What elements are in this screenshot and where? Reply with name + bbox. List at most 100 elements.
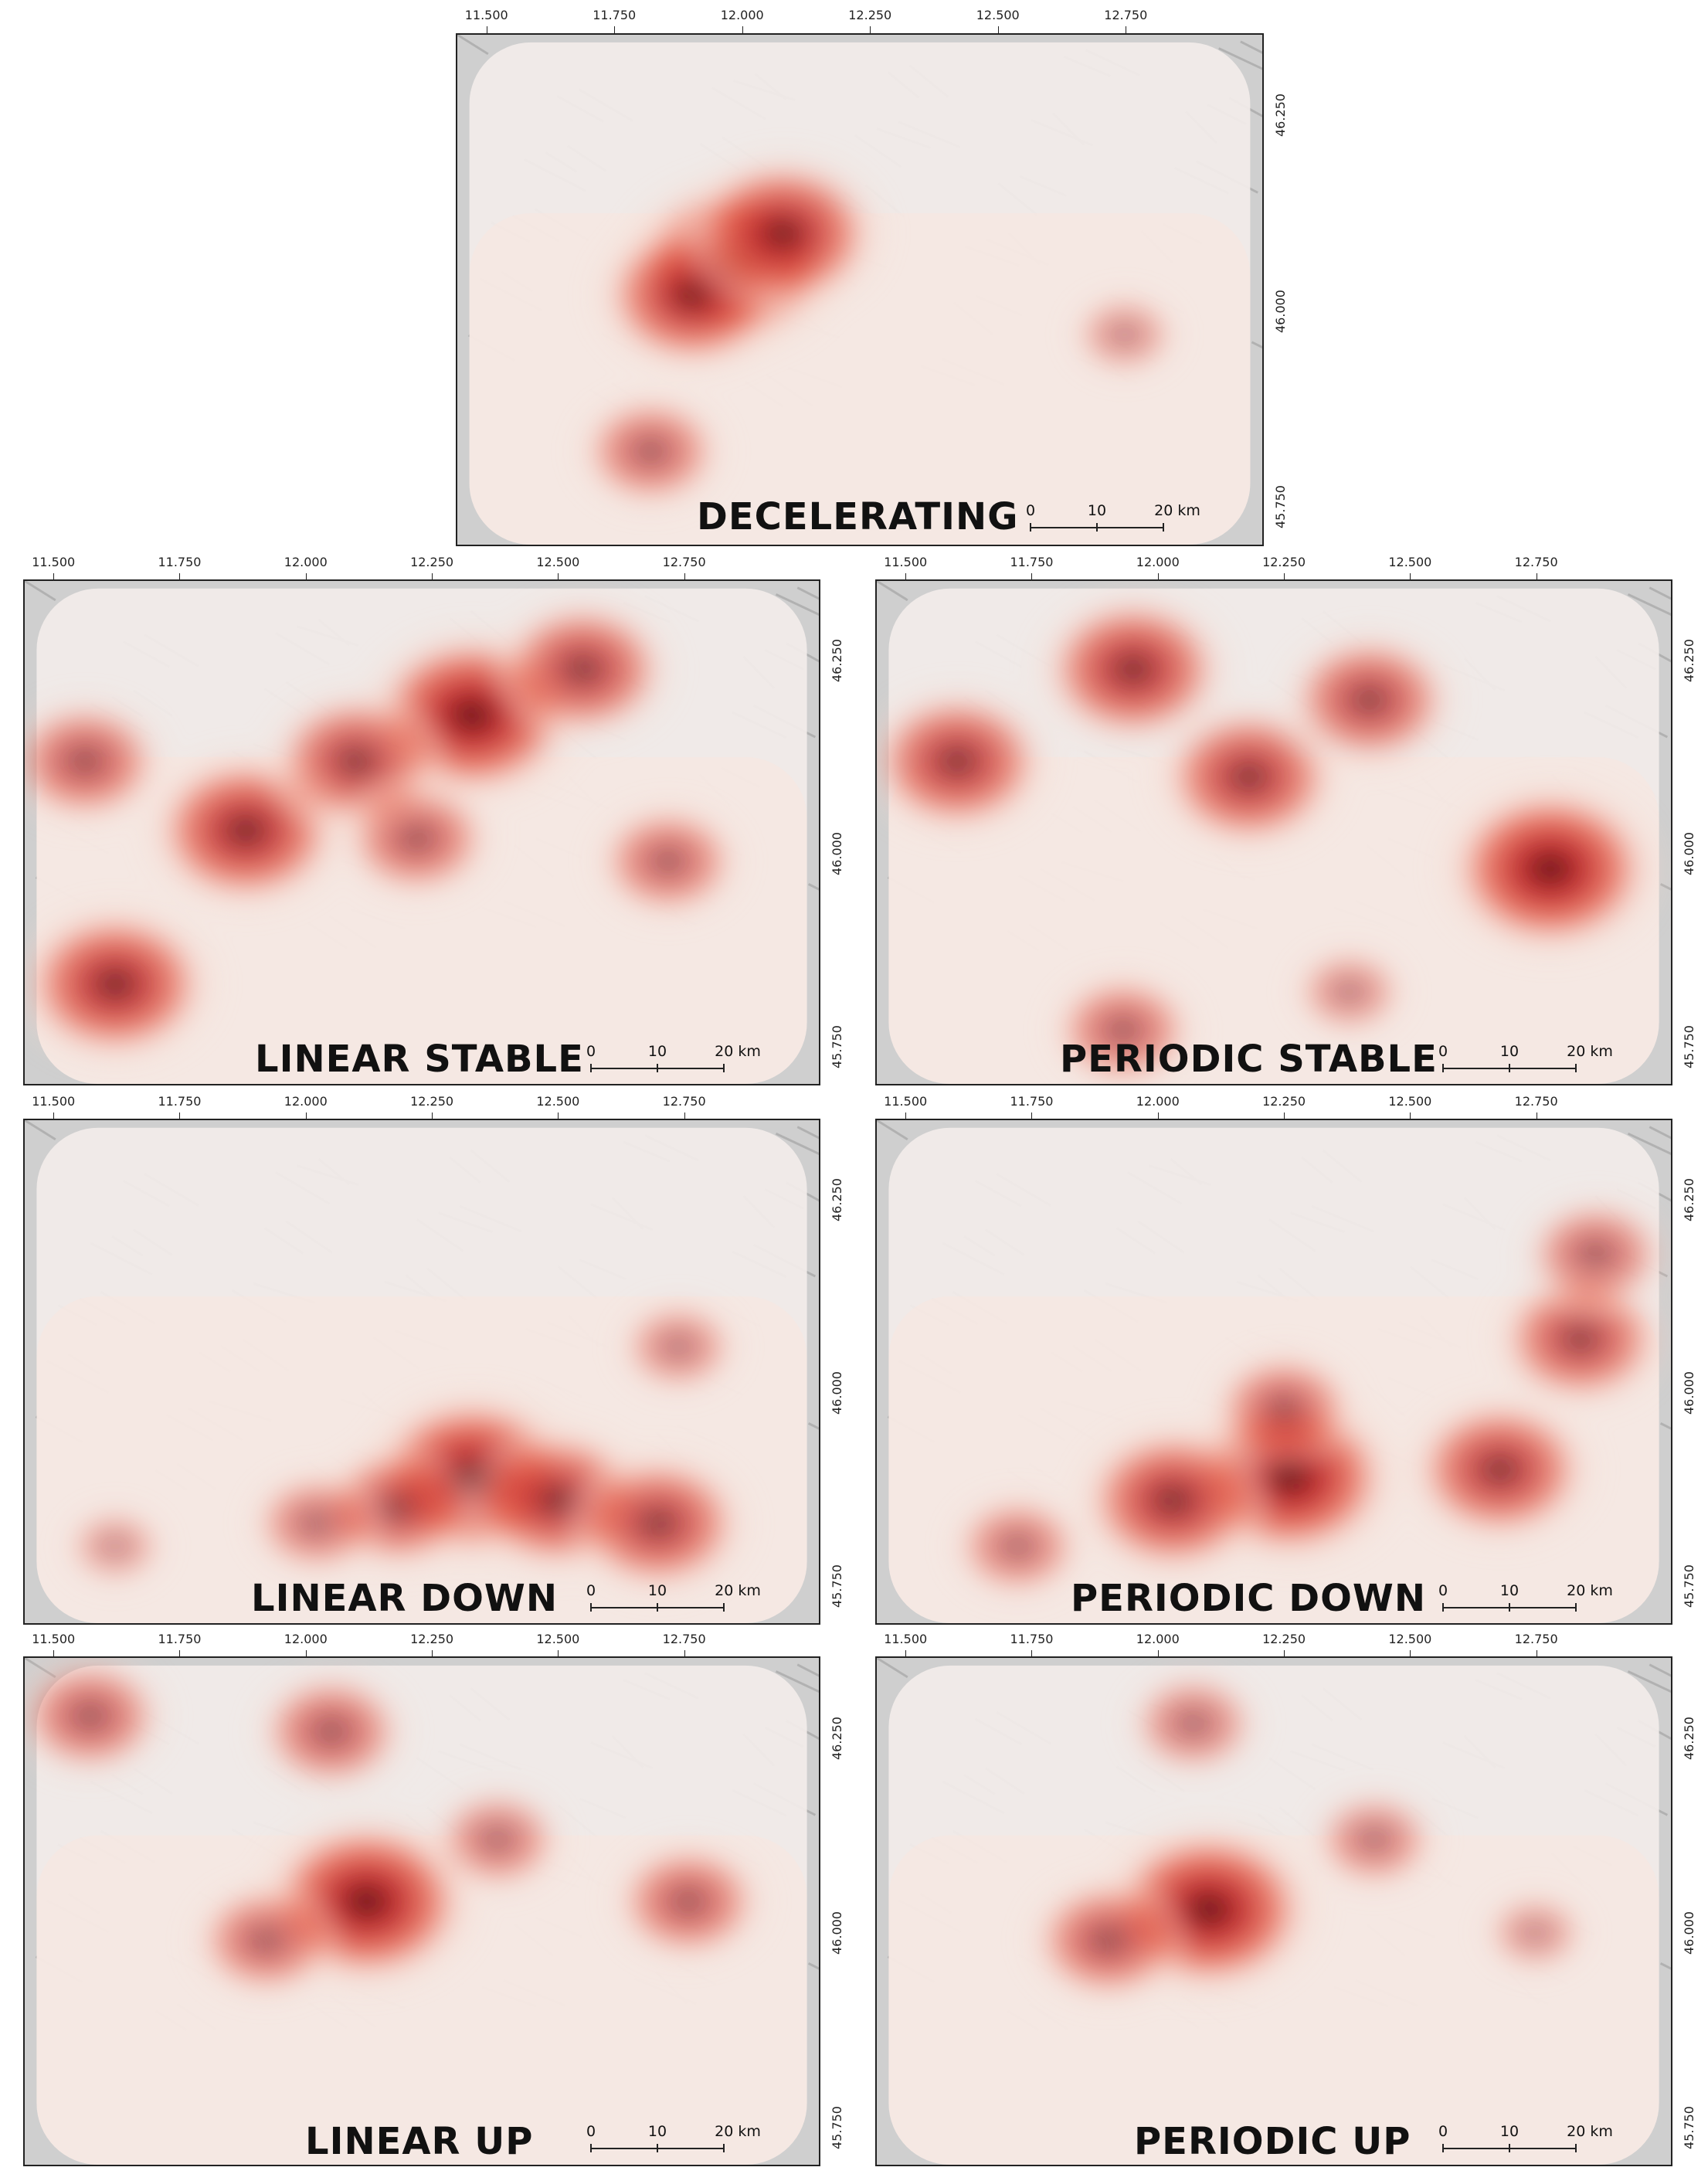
- scale-bar-label: 20 km: [1567, 1582, 1613, 1599]
- y-axis-ticks: 46.250 46.000 45.750: [1677, 1656, 1708, 2166]
- heatmap-canvas: [877, 581, 1671, 1084]
- panel-title: DECELERATING: [697, 495, 1019, 538]
- map-frame: [875, 579, 1672, 1085]
- x-tick-label: 12.750: [1514, 1094, 1558, 1120]
- y-tick-label: 46.000: [830, 1911, 844, 1955]
- x-tick-label: 12.250: [410, 1632, 454, 1658]
- density-hotspot: [1301, 1781, 1448, 1898]
- map-frame: [23, 1119, 820, 1625]
- x-tick-label: 12.500: [1388, 1094, 1432, 1120]
- x-tick-label: 12.750: [662, 1094, 706, 1120]
- y-tick-label: 46.000: [830, 1371, 844, 1415]
- x-tick-label: 12.750: [1514, 1632, 1558, 1658]
- scale-bar-label: 20 km: [1567, 2123, 1613, 2140]
- scale-bar-label: 10: [1499, 2123, 1520, 2140]
- scale-bar-label: 0: [1438, 2123, 1448, 2140]
- y-tick-label: 45.750: [830, 1025, 844, 1068]
- scale-bar-tick: [723, 1603, 725, 1612]
- x-axis-ticks: 11.500 11.750 12.000 12.250 12.500 12.750: [23, 1094, 820, 1133]
- density-hotspot: [1430, 773, 1671, 965]
- x-tick-label: 12.000: [1136, 555, 1180, 581]
- density-hotspot: [601, 1833, 775, 1971]
- scale-bar-label: 10: [647, 1043, 667, 1060]
- scale-bar-line: [1031, 527, 1163, 528]
- x-tick-label: 12.000: [284, 1094, 328, 1120]
- x-tick-label: 12.250: [1262, 555, 1306, 581]
- x-tick-label: 12.500: [1388, 1632, 1432, 1658]
- density-hotspot: [1040, 963, 1207, 1084]
- x-tick-label: 11.500: [32, 1094, 76, 1120]
- x-tick-label: 11.750: [1010, 1094, 1054, 1120]
- density-hotspot: [482, 589, 683, 749]
- density-hotspot: [25, 896, 226, 1072]
- scale-bar-label: 20 km: [715, 2123, 761, 2140]
- density-hotspot: [941, 1485, 1095, 1608]
- density-hotspot: [1272, 623, 1466, 777]
- scale-bar: 0 10 20 km: [586, 1043, 761, 1077]
- scale-bar-tick: [723, 2144, 725, 2152]
- x-tick-label: 12.500: [536, 1632, 580, 1658]
- scale-bar: 0 10 20 km: [1438, 1043, 1613, 1077]
- x-tick-label: 12.500: [1388, 555, 1432, 581]
- y-tick-label: 46.250: [830, 1716, 844, 1760]
- scale-bar-tick: [1575, 1603, 1577, 1612]
- hotspot-layer: [567, 145, 1188, 518]
- scale-bar: 0 10 20 km: [1438, 2123, 1613, 2157]
- density-hotspot: [567, 385, 735, 518]
- density-hotspot: [608, 1291, 749, 1403]
- heatmap-canvas: [25, 581, 819, 1084]
- y-tick-label: 46.000: [1682, 1371, 1696, 1415]
- hotspot-layer: [55, 1291, 759, 1604]
- x-tick-label: 11.750: [1010, 1632, 1054, 1658]
- scale-bar-tick: [723, 1064, 725, 1072]
- scale-bar-label: 0: [586, 2123, 596, 2140]
- hotspot-layer: [877, 583, 1671, 1084]
- x-tick-label: 11.500: [32, 1632, 76, 1658]
- x-tick-label: 12.750: [662, 1632, 706, 1658]
- y-tick-label: 45.750: [1682, 2105, 1696, 2149]
- density-hotspot: [1017, 1868, 1198, 2013]
- hotspot-layer: [1017, 1663, 1597, 2013]
- hotspot-layer: [25, 1658, 775, 2007]
- map-frame: [23, 1656, 820, 2166]
- density-hotspot: [420, 1778, 574, 1901]
- panel-title: PERIODIC DOWN: [1071, 1577, 1426, 1620]
- heatmap-canvas: [25, 1658, 819, 2165]
- x-tick-label: 12.000: [1136, 1094, 1180, 1120]
- scale-bar: 0 10 20 km: [1438, 1582, 1613, 1616]
- density-hotspot: [25, 689, 175, 834]
- y-tick-label: 46.000: [1682, 832, 1696, 875]
- y-tick-label: 45.750: [1273, 485, 1288, 529]
- density-hotspot: [244, 1662, 418, 1801]
- y-tick-label: 46.000: [1273, 289, 1288, 333]
- heatmap-canvas: [457, 35, 1262, 545]
- scale-bar-label: 0: [1025, 502, 1036, 519]
- x-tick-label: 11.500: [884, 1632, 928, 1658]
- density-hotspot: [25, 1658, 177, 1785]
- x-tick-label: 12.750: [1104, 8, 1148, 34]
- x-axis-ticks: 11.500 11.750 12.000 12.250 12.500 12.750: [23, 555, 820, 593]
- scale-bar-label: 10: [647, 1582, 667, 1599]
- panel-title: LINEAR DOWN: [251, 1577, 558, 1620]
- density-hotspot: [55, 1498, 175, 1595]
- density-hotspot: [1200, 1341, 1367, 1475]
- heatmap-canvas: [25, 1120, 819, 1623]
- density-hotspot: [1512, 1187, 1671, 1321]
- panel-title: LINEAR UP: [305, 2120, 534, 2163]
- x-tick-label: 12.000: [284, 555, 328, 581]
- x-tick-label: 12.250: [1262, 1094, 1306, 1120]
- scale-bar-tick: [1163, 523, 1164, 532]
- x-tick-label: 11.750: [593, 8, 637, 34]
- x-axis-ticks: 11.500 11.750 12.000 12.250 12.500 12.750: [456, 8, 1264, 46]
- heatmap-canvas: [877, 1120, 1671, 1623]
- x-tick-label: 11.500: [32, 555, 76, 581]
- x-tick-label: 11.500: [884, 1094, 928, 1120]
- scale-bar-label: 0: [586, 1582, 596, 1599]
- x-tick-label: 12.500: [536, 1094, 580, 1120]
- x-tick-label: 12.000: [284, 1632, 328, 1658]
- x-axis-ticks: 11.500 11.750 12.000 12.250 12.500 12.750: [23, 1632, 820, 1670]
- scale-bar-tick: [1575, 2144, 1577, 2152]
- x-tick-label: 12.250: [410, 555, 454, 581]
- x-axis-ticks: 11.500 11.750 12.000 12.250 12.500 12.750: [875, 1632, 1672, 1670]
- hotspot-layer: [25, 589, 752, 1072]
